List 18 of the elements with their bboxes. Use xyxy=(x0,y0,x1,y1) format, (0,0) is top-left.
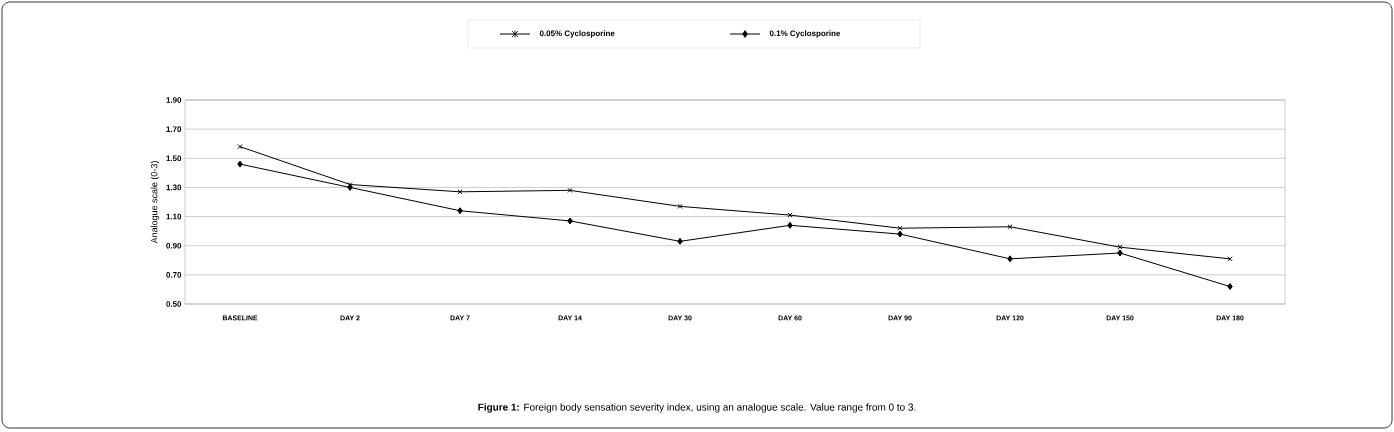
y-axis-title: Analogue scale (0-3) xyxy=(150,161,160,244)
point xyxy=(787,221,793,229)
point xyxy=(567,187,573,193)
point xyxy=(1007,255,1013,263)
point xyxy=(1117,244,1123,250)
point xyxy=(1227,283,1233,291)
point xyxy=(1117,249,1123,257)
point xyxy=(1007,224,1013,230)
point xyxy=(457,189,463,195)
point xyxy=(897,225,903,231)
point xyxy=(677,237,683,245)
point xyxy=(567,217,573,225)
point xyxy=(897,230,903,238)
point xyxy=(787,212,793,218)
point xyxy=(457,207,463,215)
text: Figure 1: Foreign body sensation severity index, using an analogue scale. Value range from 0 to 3. xyxy=(478,403,916,413)
point xyxy=(237,160,243,168)
point xyxy=(677,203,683,209)
